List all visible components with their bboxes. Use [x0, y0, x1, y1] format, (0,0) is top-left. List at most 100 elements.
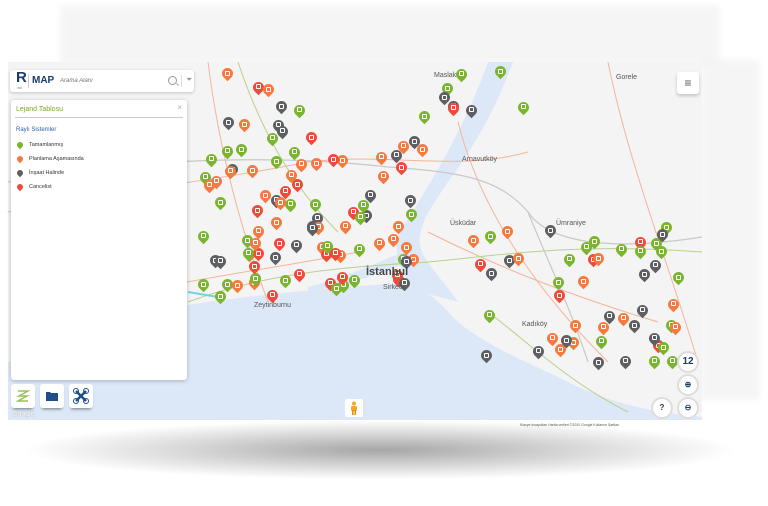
- station-marker-planned[interactable]: [590, 251, 607, 267]
- folder-button[interactable]: [40, 384, 64, 408]
- station-marker-construction[interactable]: [406, 133, 423, 150]
- station-marker-cancelled[interactable]: [249, 202, 265, 219]
- station-marker-planned[interactable]: [553, 341, 569, 358]
- zoom-in-button[interactable]: ⊕: [677, 374, 699, 396]
- route-button[interactable]: [11, 384, 35, 408]
- station-marker-completed[interactable]: [233, 142, 249, 158]
- station-marker-completed[interactable]: [240, 245, 256, 262]
- station-marker-cancelled[interactable]: [327, 245, 344, 262]
- station-marker-completed[interactable]: [481, 307, 497, 324]
- station-marker-construction[interactable]: [397, 275, 413, 292]
- station-marker-completed[interactable]: [439, 80, 456, 97]
- station-marker-planned[interactable]: [222, 163, 239, 180]
- station-marker-cancelled[interactable]: [289, 176, 306, 193]
- station-marker-completed[interactable]: [648, 235, 665, 252]
- station-marker-completed[interactable]: [453, 66, 470, 83]
- station-marker-planned[interactable]: [414, 141, 430, 158]
- station-marker-cancelled[interactable]: [250, 79, 267, 96]
- station-marker-completed[interactable]: [561, 251, 578, 268]
- station-marker-completed[interactable]: [647, 353, 663, 370]
- station-marker-construction[interactable]: [402, 193, 418, 209]
- map-attribution[interactable]: Klavye kısayolları Harita verileri ©2020…: [520, 423, 620, 427]
- station-marker-cancelled[interactable]: [264, 287, 280, 304]
- station-marker-construction[interactable]: [212, 253, 228, 270]
- station-marker-construction[interactable]: [304, 220, 321, 237]
- station-marker-cancelled[interactable]: [552, 287, 568, 304]
- station-marker-completed[interactable]: [212, 289, 229, 305]
- station-marker-construction[interactable]: [590, 354, 607, 371]
- station-marker-completed[interactable]: [355, 197, 371, 214]
- station-marker-cancelled[interactable]: [393, 159, 410, 176]
- station-marker-planned[interactable]: [545, 330, 561, 347]
- station-marker-planned[interactable]: [385, 231, 402, 248]
- station-marker-cancelled[interactable]: [334, 269, 351, 286]
- station-marker-planned[interactable]: [337, 218, 354, 235]
- station-marker-planned[interactable]: [236, 117, 253, 133]
- station-marker-planned[interactable]: [395, 138, 412, 155]
- station-marker-construction[interactable]: [274, 98, 290, 115]
- station-marker-construction[interactable]: [646, 330, 662, 347]
- close-icon[interactable]: ×: [177, 103, 182, 112]
- station-marker-planned[interactable]: [272, 194, 288, 211]
- station-marker-planned[interactable]: [375, 168, 391, 185]
- station-marker-construction[interactable]: [636, 267, 653, 283]
- filter-icon[interactable]: ⏷: [186, 75, 193, 84]
- station-marker-construction[interactable]: [618, 353, 634, 370]
- station-marker-planned[interactable]: [667, 319, 683, 336]
- station-marker-completed[interactable]: [212, 194, 229, 211]
- station-marker-planned[interactable]: [244, 163, 261, 179]
- station-marker-completed[interactable]: [587, 233, 603, 250]
- station-marker-construction[interactable]: [531, 343, 547, 360]
- station-marker-construction[interactable]: [478, 347, 495, 364]
- station-marker-construction[interactable]: [288, 237, 305, 254]
- station-marker-construction[interactable]: [634, 302, 650, 319]
- station-marker-cancelled[interactable]: [632, 234, 649, 251]
- station-marker-cancelled[interactable]: [346, 204, 362, 221]
- station-marker-completed[interactable]: [203, 151, 220, 168]
- station-marker-cancelled[interactable]: [303, 130, 319, 146]
- station-marker-cancelled[interactable]: [277, 183, 294, 200]
- station-marker-construction[interactable]: [221, 115, 237, 131]
- station-marker-completed[interactable]: [578, 239, 595, 256]
- station-marker-planned[interactable]: [229, 277, 245, 294]
- station-marker-planned[interactable]: [568, 317, 584, 334]
- station-marker-completed[interactable]: [307, 197, 324, 213]
- station-marker-planned[interactable]: [268, 214, 285, 231]
- station-marker-cancelled[interactable]: [246, 258, 262, 275]
- station-marker-construction[interactable]: [602, 308, 618, 325]
- station-marker-construction[interactable]: [309, 210, 325, 227]
- station-marker-planned[interactable]: [283, 167, 299, 184]
- station-marker-completed[interactable]: [268, 154, 285, 170]
- station-marker-construction[interactable]: [436, 90, 452, 106]
- station-marker-planned[interactable]: [371, 235, 388, 252]
- station-marker-completed[interactable]: [403, 206, 420, 223]
- station-marker-cancelled[interactable]: [326, 151, 342, 168]
- station-marker-planned[interactable]: [220, 66, 236, 82]
- station-marker-construction[interactable]: [362, 187, 378, 204]
- station-marker-construction[interactable]: [501, 253, 517, 269]
- station-marker-planned[interactable]: [510, 250, 527, 267]
- station-marker-completed[interactable]: [291, 102, 308, 119]
- station-marker-planned[interactable]: [575, 273, 592, 290]
- menu-button[interactable]: ≡: [677, 72, 699, 94]
- station-marker-planned[interactable]: [293, 156, 310, 173]
- station-marker-completed[interactable]: [195, 277, 212, 293]
- station-marker-completed[interactable]: [664, 353, 680, 370]
- station-marker-completed[interactable]: [328, 281, 345, 297]
- station-marker-completed[interactable]: [352, 209, 369, 226]
- station-marker-construction[interactable]: [388, 147, 405, 164]
- station-marker-construction[interactable]: [654, 227, 671, 243]
- help-button[interactable]: ?: [651, 397, 673, 419]
- station-marker-cancelled[interactable]: [390, 267, 406, 284]
- station-marker-completed[interactable]: [198, 169, 214, 186]
- station-marker-planned[interactable]: [208, 173, 225, 190]
- station-marker-planned[interactable]: [499, 223, 515, 240]
- station-marker-cancelled[interactable]: [446, 100, 462, 117]
- station-marker-construction[interactable]: [268, 250, 284, 266]
- station-marker-planned[interactable]: [373, 149, 389, 166]
- station-marker-planned[interactable]: [247, 235, 264, 252]
- station-marker-completed[interactable]: [286, 144, 303, 161]
- station-marker-completed[interactable]: [320, 238, 336, 255]
- station-marker-planned[interactable]: [398, 239, 415, 256]
- station-marker-completed[interactable]: [492, 63, 509, 80]
